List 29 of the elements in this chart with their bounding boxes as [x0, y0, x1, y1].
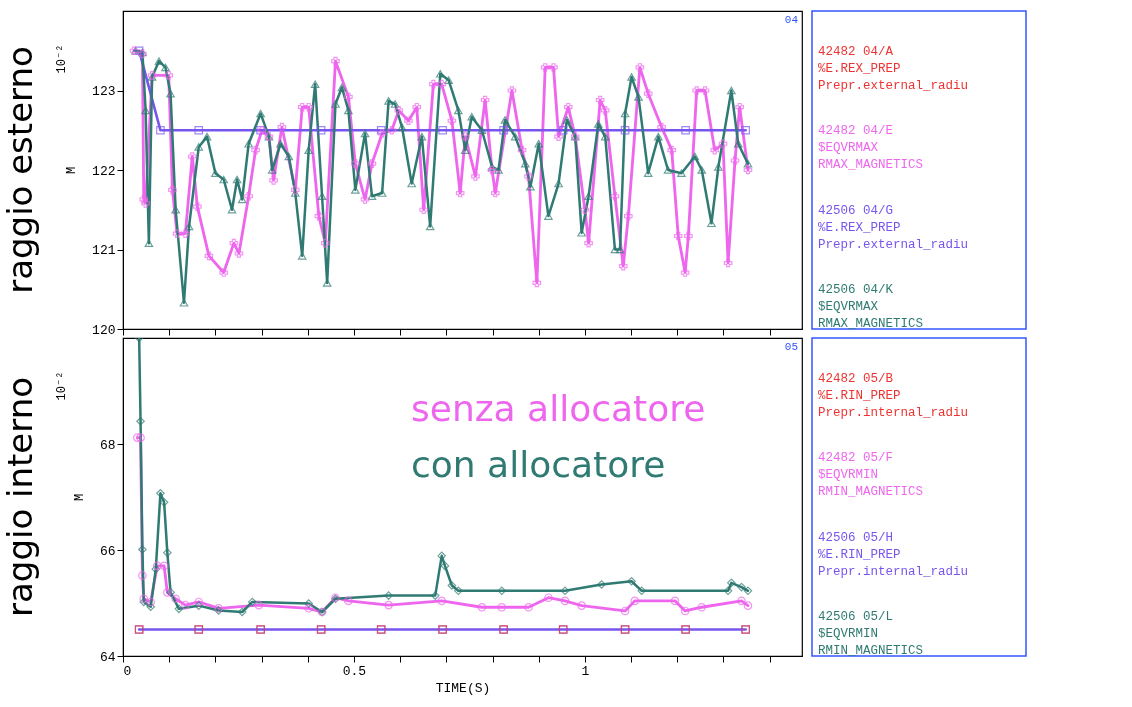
y-tick-label: 68: [99, 437, 116, 453]
x-tick-label: 0.5: [342, 663, 367, 679]
text: 42506 04/K $EQVRMAX RMAX_MAGNETICS: [818, 283, 924, 332]
text: raggio interno: [0, 376, 40, 618]
text: raggio esterno: [0, 46, 40, 294]
y-tick-label: 64: [99, 649, 116, 665]
legend-label: 42482 04/A %E.REX_PREP Prepr.external_radiu: [818, 44, 969, 93]
annotation: 04: [784, 14, 799, 26]
y-tick-label: 123: [92, 84, 116, 99]
text: 42506 05/L $EQVRMIN RMIN_MAGNETICS: [818, 610, 924, 659]
text: 42482 05/F $EQVRMIN RMIN_MAGNETICS: [818, 451, 924, 500]
text: 10⁻²: [55, 44, 69, 74]
text: 10⁻²: [55, 371, 69, 401]
x-tick-label: 1: [581, 663, 590, 679]
y-tick-label: 122: [92, 163, 116, 179]
y-tick-label: 121: [92, 243, 116, 258]
y-axis-title: M: [65, 166, 80, 175]
y-tick-label: 120: [92, 322, 116, 338]
text: 42482 05/B %E.RIN_PREP Prepr.internal_radiu: [818, 371, 969, 420]
text: 42506 04/G %E.REX_PREP Prepr.external_radiu: [818, 203, 969, 252]
y-tick-label: 66: [99, 543, 116, 559]
y-axis-title: M: [72, 493, 87, 502]
annotation: con allocatore: [411, 444, 666, 485]
x-tick-label: 0: [123, 663, 132, 679]
text: 42506 05/H %E.RIN_PREP Prepr.internal_radiu: [818, 530, 969, 579]
text: 42482 04/E $EQVRMAX RMAX_MAGNETICS: [818, 124, 924, 173]
annotation: senza allocatore: [411, 388, 706, 429]
annotation: 05: [784, 341, 798, 353]
x-axis-title: TIME(S): [435, 680, 491, 696]
